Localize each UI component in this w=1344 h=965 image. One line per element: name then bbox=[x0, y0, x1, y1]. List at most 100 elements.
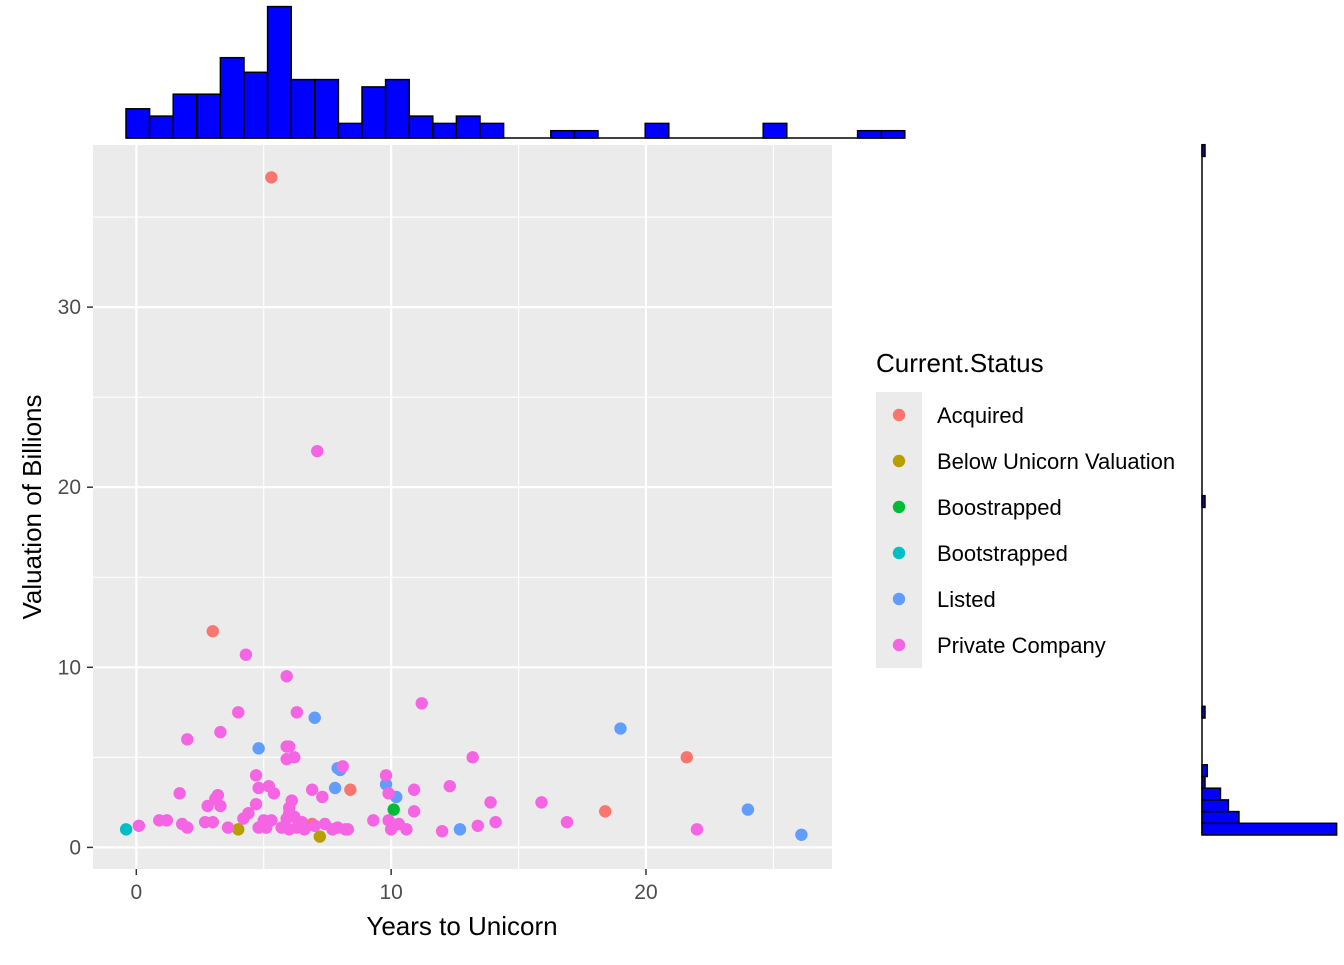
data-point bbox=[466, 751, 479, 764]
data-point bbox=[316, 790, 329, 804]
y-histogram-bar bbox=[1201, 775, 1206, 789]
data-point bbox=[249, 769, 263, 782]
data-point bbox=[741, 803, 755, 816]
legend-title: Current.Status bbox=[876, 348, 1044, 378]
y-histogram-bar bbox=[1201, 799, 1230, 813]
y-histogram-bar bbox=[1201, 494, 1206, 509]
data-point bbox=[260, 821, 273, 834]
data-point bbox=[173, 787, 186, 800]
data-point bbox=[265, 171, 278, 184]
plot-panel bbox=[93, 145, 832, 869]
legend-label: Bootstrapped bbox=[937, 541, 1068, 566]
legend-key bbox=[892, 408, 906, 422]
x-histogram-bar bbox=[219, 56, 245, 139]
x-histogram-bar bbox=[337, 122, 363, 139]
data-point bbox=[384, 823, 398, 836]
x-histogram-bar bbox=[172, 93, 198, 139]
x-histogram-bar bbox=[644, 122, 670, 139]
data-point bbox=[308, 819, 321, 832]
data-point bbox=[795, 828, 808, 841]
data-point bbox=[232, 823, 245, 836]
x-histogram-bar bbox=[148, 115, 174, 139]
legend-label: Listed bbox=[937, 587, 996, 612]
y-tick-label: 30 bbox=[58, 296, 81, 319]
data-point bbox=[443, 779, 456, 793]
data-point bbox=[119, 823, 133, 836]
y-histogram-bar bbox=[1201, 143, 1206, 158]
legend: Current.Status Acquired Below Unicorn Val… bbox=[876, 348, 1175, 668]
data-point bbox=[252, 742, 265, 755]
data-point bbox=[239, 648, 253, 661]
data-point bbox=[288, 751, 301, 764]
grid-lines bbox=[93, 145, 832, 869]
data-point bbox=[614, 722, 627, 735]
x-marginal-histogram bbox=[125, 5, 906, 139]
x-axis: 0 10 20 bbox=[130, 869, 658, 904]
data-point bbox=[387, 803, 400, 816]
x-histogram-bar bbox=[856, 129, 882, 139]
data-points bbox=[119, 171, 808, 843]
data-point bbox=[407, 805, 421, 818]
legend-key bbox=[892, 592, 906, 606]
data-point bbox=[435, 824, 449, 838]
x-histogram-bar bbox=[384, 78, 410, 139]
data-point bbox=[484, 796, 497, 809]
x-tick-label: 20 bbox=[634, 881, 657, 904]
data-point bbox=[599, 805, 612, 818]
data-point bbox=[249, 797, 263, 811]
data-point bbox=[311, 444, 324, 458]
x-histogram-bar bbox=[196, 93, 222, 139]
data-point bbox=[206, 625, 219, 638]
legend-label: Private Company bbox=[937, 633, 1106, 658]
y-axis: 0 10 20 30 bbox=[58, 296, 93, 859]
legend-key bbox=[892, 638, 906, 652]
data-point bbox=[690, 823, 704, 836]
x-tick-label: 10 bbox=[379, 881, 402, 904]
y-tick-label: 10 bbox=[58, 656, 81, 679]
data-point bbox=[400, 823, 413, 836]
data-point bbox=[344, 783, 357, 796]
data-point bbox=[132, 819, 146, 832]
x-histogram-bar bbox=[550, 129, 576, 139]
data-point bbox=[326, 823, 339, 836]
data-point bbox=[214, 799, 227, 813]
data-point bbox=[382, 787, 395, 800]
data-point bbox=[280, 670, 293, 683]
legend-label: Acquired bbox=[937, 403, 1024, 428]
data-point bbox=[181, 733, 194, 746]
data-point bbox=[680, 751, 693, 764]
legend-key bbox=[892, 546, 906, 560]
data-point bbox=[298, 823, 311, 836]
x-histogram-bar bbox=[314, 78, 340, 139]
data-point bbox=[453, 823, 467, 836]
y-histogram-bar bbox=[1201, 764, 1209, 778]
data-point bbox=[267, 787, 281, 800]
legend-label: Boostrapped bbox=[937, 495, 1062, 520]
x-histogram-bar bbox=[432, 122, 458, 139]
data-point bbox=[308, 711, 321, 724]
legend-label: Below Unicorn Valuation bbox=[937, 449, 1175, 474]
data-point bbox=[290, 706, 304, 719]
data-point bbox=[379, 769, 393, 782]
y-histogram-bar bbox=[1201, 705, 1206, 719]
data-point bbox=[336, 760, 349, 773]
data-point bbox=[560, 815, 574, 829]
y-histogram-bar bbox=[1201, 810, 1240, 825]
y-tick-label: 0 bbox=[69, 836, 81, 859]
x-histogram-bar bbox=[455, 115, 481, 139]
x-histogram-bar bbox=[573, 129, 599, 139]
data-point bbox=[471, 819, 484, 832]
y-tick-label: 20 bbox=[58, 476, 81, 499]
data-point bbox=[407, 783, 421, 796]
y-histogram-bar bbox=[1201, 822, 1338, 836]
y-axis-title: Valuation of Billions bbox=[17, 395, 47, 620]
x-tick-label: 0 bbox=[130, 881, 142, 904]
y-histogram-bar bbox=[1201, 787, 1222, 801]
data-point bbox=[305, 783, 319, 796]
data-point bbox=[206, 815, 219, 829]
data-point bbox=[181, 821, 194, 834]
data-point bbox=[283, 740, 296, 753]
x-histogram-bar bbox=[880, 129, 906, 139]
